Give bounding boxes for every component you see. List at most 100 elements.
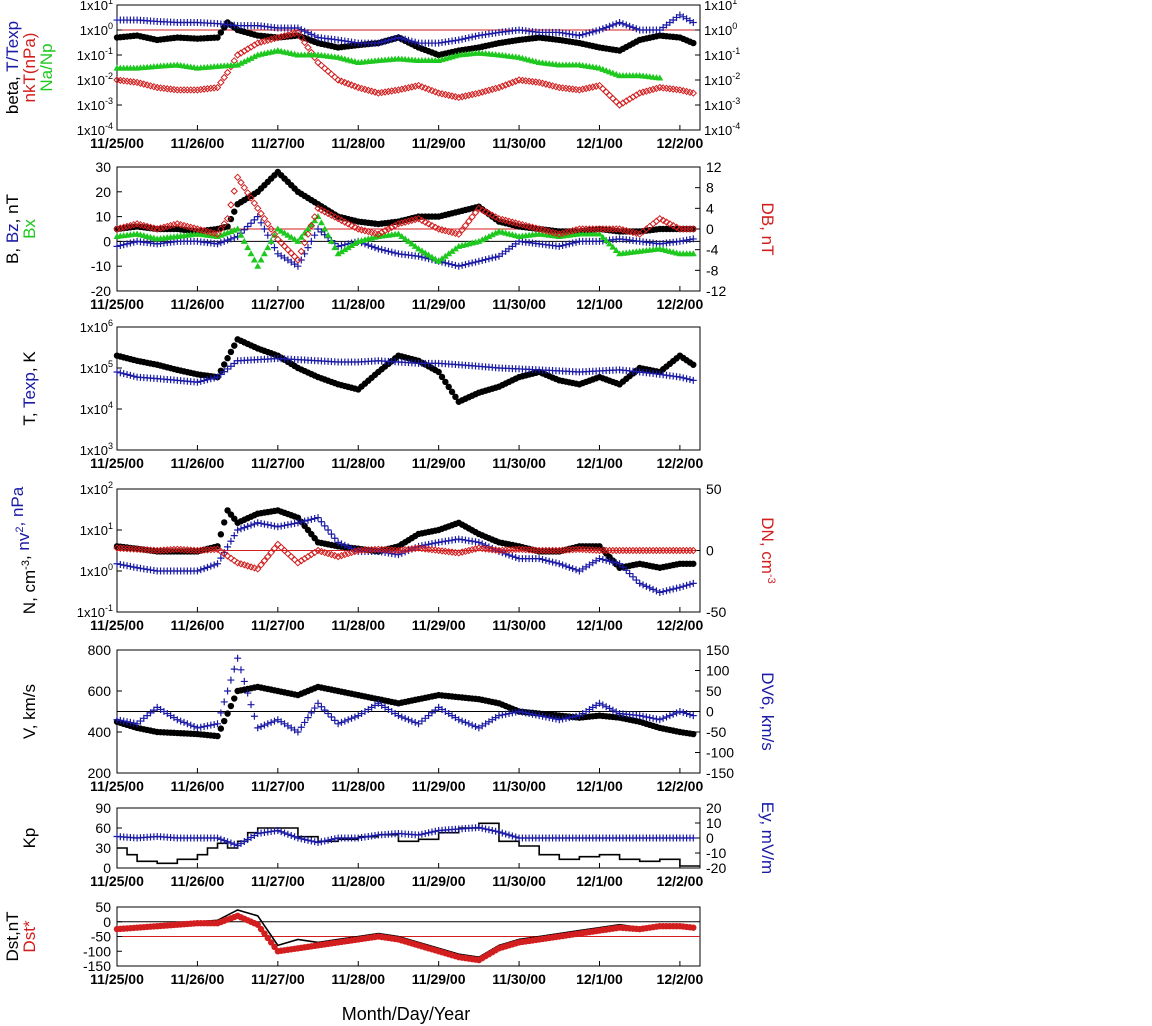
data-point [247,219,255,227]
x-tick-label: 11/29/00 [412,971,466,987]
y-tick-label: 1x101 [80,0,113,13]
series-2 [113,213,697,269]
data-point [227,839,235,847]
data-point [221,519,228,526]
data-point [287,552,295,561]
data-point [300,239,309,247]
data-point [689,18,697,26]
data-point [512,77,520,85]
data-point [327,530,335,538]
data-point [244,56,252,63]
x-tick-label: 11/29/00 [412,617,466,633]
data-point [153,225,161,233]
right-y-tick-label: -20 [706,860,726,876]
data-point [488,827,496,834]
data-point [240,524,248,532]
data-point [304,29,312,37]
data-point [374,230,383,238]
data-point [411,38,419,46]
data-point [270,544,279,553]
y-axis-label: Dst,nT [3,911,22,961]
data-point [267,225,275,233]
data-point [475,824,483,831]
data-point [277,227,285,234]
right-y-tick-label: 4 [706,200,714,216]
data-point [478,824,486,832]
data-point [281,229,289,236]
data-point [277,522,285,530]
data-point [492,827,500,835]
data-point [411,242,419,249]
y-tick-label: 1x10-1 [77,603,113,620]
data-point [669,221,677,230]
data-point [421,830,429,837]
data-point [351,713,359,721]
data-point [230,665,238,673]
data-point [294,28,302,37]
y-tick-label: -10 [91,258,111,274]
series-1 [113,514,697,596]
series-1 [113,824,697,849]
data-point [327,713,335,721]
data-point [458,261,466,269]
data-point [629,573,637,581]
right-y-tick-label: -10 [706,845,726,861]
data-point [113,225,121,233]
data-point [200,546,208,554]
y-axis-label: N, cm-3, nv2, nPa [8,486,39,614]
data-point [669,710,677,718]
data-point [495,546,503,555]
data-point [445,383,452,391]
data-point [231,208,238,215]
x-tick-label: 11/29/00 [412,135,466,151]
data-point [357,546,366,555]
data-point [301,229,309,236]
data-point [126,718,134,726]
data-point [240,237,248,244]
x-tick-label: 11/27/00 [251,617,305,633]
data-point [190,723,198,731]
data-point [197,566,205,574]
data-point [481,208,490,216]
data-point [324,209,332,218]
data-point [250,520,258,528]
data-point [565,240,573,248]
data-point [224,236,232,244]
data-point [421,254,429,262]
data-point [327,237,335,244]
y-tick-label: 0 [103,914,111,930]
data-point [254,262,262,269]
data-point [213,545,222,553]
right-y-tick-label: 0 [706,221,714,237]
data-point [220,237,228,245]
data-point [213,83,222,92]
data-point [214,34,221,41]
data-point [230,532,238,540]
data-point [448,261,456,269]
right-y-tick-label: 8 [706,180,714,196]
data-point [231,695,238,702]
data-point [207,562,215,570]
data-point [217,547,225,556]
y-tick-label: 10 [95,209,111,225]
x-tick-label: 11/30/00 [492,135,546,151]
data-point [274,827,282,834]
panels: 1x10-4 1x10-4 1x10-3 1x10-3 1x10-2 1x10-2 1x10… [3,0,777,987]
x-tick-label: 12/1/00 [576,778,623,794]
panel-p1: 1x10-4 1x10-4 1x10-3 1x10-3 1x10-2 1x10-2 1x10… [3,0,740,151]
data-point [662,587,670,595]
y-tick-label: -50 [91,929,111,945]
data-point [425,251,433,258]
data-point [227,201,235,209]
right-y-tick-label: 1x100 [704,21,737,38]
data-point [491,84,500,93]
data-point [227,554,235,562]
x-tick-label: 11/28/00 [331,778,385,794]
x-tick-label: 11/26/00 [171,971,225,987]
data-point [243,189,252,197]
data-point [244,223,252,231]
data-point [287,233,295,240]
data-point [491,213,500,221]
